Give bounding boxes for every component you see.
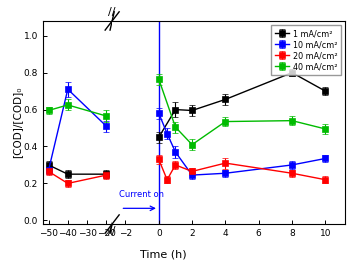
- Text: Time (h): Time (h): [141, 249, 187, 259]
- Y-axis label: [COD]/[COD]₀: [COD]/[COD]₀: [12, 87, 22, 158]
- Text: //: //: [108, 226, 116, 236]
- Text: Current on: Current on: [119, 190, 164, 199]
- Legend: 1 mA/cm², 10 mA/cm², 20 mA/cm², 40 mA/cm²: 1 mA/cm², 10 mA/cm², 20 mA/cm², 40 mA/cm…: [271, 25, 341, 75]
- Text: //: //: [108, 7, 116, 17]
